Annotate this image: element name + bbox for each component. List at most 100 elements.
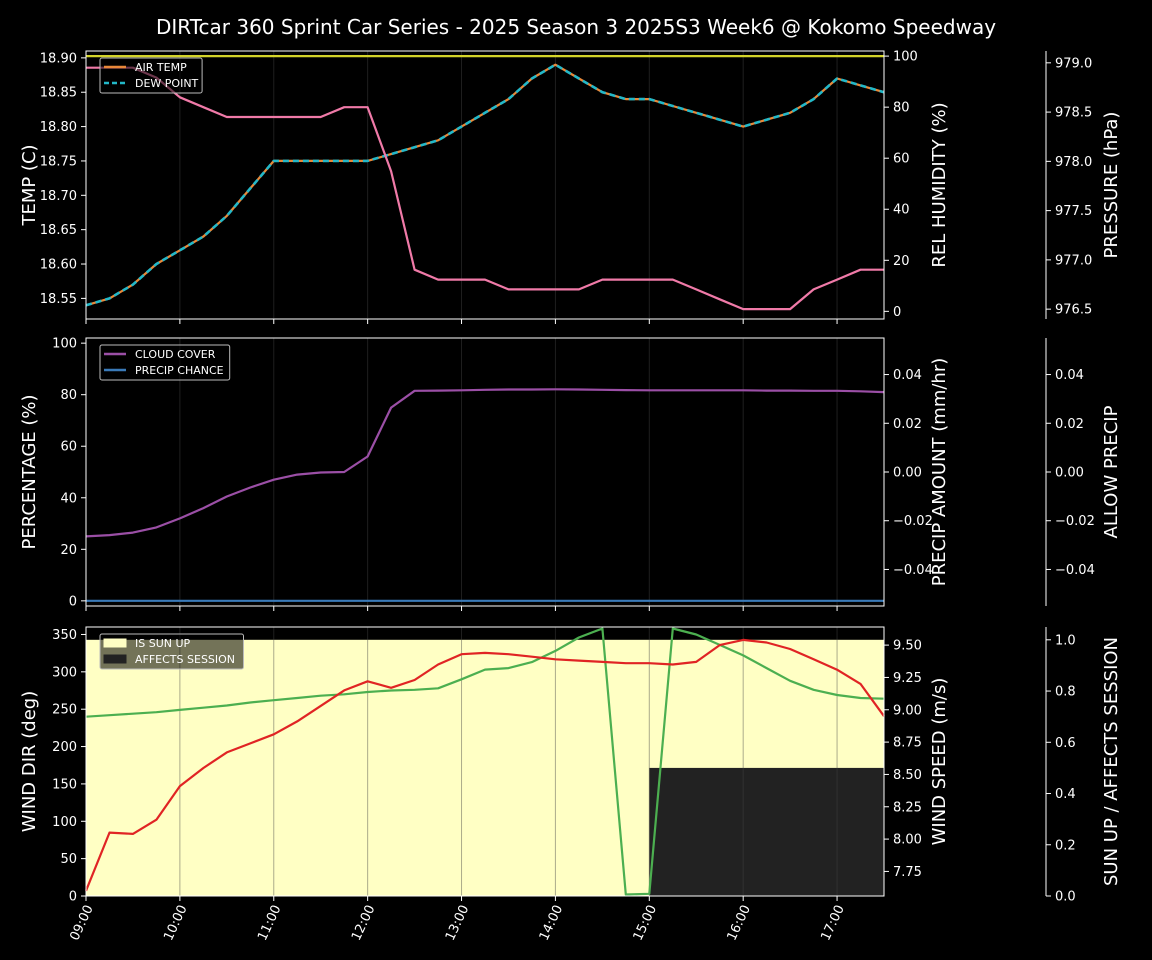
right-tick-label: 7.75: [893, 865, 922, 880]
wind-speed-series-line: [84, 638, 885, 892]
legend-label: IS SUN UP: [135, 637, 191, 650]
left-tick-label: 350: [52, 628, 77, 643]
x-tick-label: 12:00: [349, 903, 378, 943]
affects-session-band: [649, 767, 884, 896]
x-tick-label: 13:00: [443, 903, 472, 943]
right-tick-label: 8.00: [893, 833, 922, 848]
legend: AIR TEMP DEW POINT: [99, 57, 203, 94]
legend-label: CLOUD COVER: [135, 348, 216, 361]
far-tick-label: 0.02: [1055, 417, 1084, 432]
chart-panels: 18.55 18.60 18.65 18.70 18.75 18.80 18.85 18.90…: [19, 50, 1122, 944]
left-tick-label: 300: [52, 665, 77, 680]
legend: IS SUN UP AFFECTS SESSION: [99, 633, 244, 670]
far-tick-label: 0.0: [1055, 890, 1076, 905]
far-tick-label: 977.0: [1055, 253, 1092, 268]
right-tick-label: 8.25: [893, 800, 922, 815]
left-tick-label: 150: [52, 777, 77, 792]
x-tick-label: 15:00: [631, 903, 660, 943]
left-tick-label: 0: [69, 890, 77, 905]
right-tick-label: 60: [893, 152, 910, 167]
far-tick-label: 0.6: [1055, 736, 1076, 751]
wind-dir-series-line: [85, 627, 885, 896]
far-tick-label: 976.5: [1055, 303, 1092, 318]
panel-3: 0 50 100 150 200 250 300 350 7.75 8.00 8.25 8.50 8.7…: [19, 626, 1122, 905]
legend-swatch: [103, 654, 127, 664]
right-tick-label: 0: [893, 305, 901, 320]
legend-box: [99, 344, 231, 381]
far-tick-label: −0.02: [1055, 514, 1095, 529]
left-tick-label: 200: [52, 740, 77, 755]
right-tick-label: 9.00: [893, 703, 922, 718]
right-axis-label: PRECIP AMOUNT (mm/hr): [929, 358, 950, 587]
right-tick-label: 0.02: [893, 417, 922, 432]
x-axis-labels: 09:00 10:00 11:00 12:00 13:00 14:00 15:00 16:00…: [67, 903, 847, 943]
left-tick-label: 20: [60, 543, 77, 558]
legend-label: AFFECTS SESSION: [135, 653, 235, 666]
left-tick-label: 18.65: [40, 223, 77, 238]
left-tick-label: 250: [52, 703, 77, 718]
left-tick-label: 100: [52, 815, 77, 830]
right-tick-label: 100: [893, 50, 918, 65]
legend-label: DEW POINT: [135, 77, 199, 90]
left-axis-label: PERCENTAGE (%): [19, 394, 40, 549]
left-tick-label: 0: [69, 594, 77, 609]
right-tick-label: 0.04: [893, 368, 922, 383]
far-tick-label: 1.0: [1055, 633, 1076, 648]
right-tick-label: 9.25: [893, 671, 922, 686]
x-tick-label: 09:00: [67, 903, 96, 943]
right-axis-label: WIND SPEED (m/s): [929, 678, 950, 846]
right-tick-label: 9.50: [893, 639, 922, 654]
right-tick-label: 80: [893, 101, 910, 116]
far-axis-label: SUN UP / AFFECTS SESSION: [1101, 637, 1122, 886]
far-axis-label: ALLOW PRECIP: [1101, 405, 1122, 538]
left-tick-label: 100: [52, 337, 77, 352]
plot-frame: [85, 50, 885, 320]
left-tick-label: 18.85: [40, 86, 77, 101]
far-axis-label: PRESSURE (hPa): [1101, 112, 1122, 259]
legend-label: PRECIP CHANCE: [135, 364, 224, 377]
legend-label: AIR TEMP: [135, 61, 187, 74]
right-tick-label: −0.04: [893, 563, 933, 578]
right-tick-label: 20: [893, 254, 910, 269]
x-tick-label: 11:00: [255, 903, 284, 943]
far-tick-label: −0.04: [1055, 563, 1095, 578]
panel-2: 0 20 40 60 80 100 −0.04 −0.02 0.00 0.02 0.04 −0.04 −…: [19, 337, 1122, 611]
right-tick-label: 0.00: [893, 466, 922, 481]
x-tick-label: 14:00: [537, 903, 566, 943]
right-tick-label: 8.50: [893, 768, 922, 783]
legend-swatch: [103, 638, 127, 648]
right-tick-label: 40: [893, 203, 910, 218]
left-axis-label: TEMP (C): [19, 144, 40, 226]
right-axis-label: REL HUMIDITY (%): [929, 102, 950, 267]
far-axis-series-line: [86, 66, 884, 311]
left-tick-label: 18.70: [40, 189, 77, 204]
left-tick-label: 80: [60, 388, 77, 403]
left-axis-label: WIND DIR (deg): [19, 691, 40, 833]
far-tick-label: 0.04: [1055, 368, 1084, 383]
right-tick-label: −0.02: [893, 514, 933, 529]
far-tick-label: 0.2: [1055, 838, 1076, 853]
far-tick-label: 979.0: [1055, 56, 1092, 71]
far-tick-label: 978.5: [1055, 106, 1092, 121]
far-tick-label: 977.5: [1055, 204, 1092, 219]
legend-box: [99, 633, 244, 670]
plot-frame: [85, 626, 885, 897]
left-tick-label: 50: [60, 852, 77, 867]
left-tick-label: 60: [60, 440, 77, 455]
far-tick-label: 0.4: [1055, 787, 1076, 802]
left-tick-label: 18.55: [40, 292, 77, 307]
left-tick-label: 18.60: [40, 258, 77, 273]
right-tick-label: 8.75: [893, 736, 922, 751]
x-tick-label: 16:00: [725, 903, 754, 943]
left-tick-label: 40: [60, 491, 77, 506]
legend: CLOUD COVER PRECIP CHANCE: [99, 344, 231, 381]
left-tick-label: 18.80: [40, 120, 77, 135]
far-tick-label: 0.8: [1055, 685, 1076, 700]
plot-area: [86, 338, 884, 606]
x-tick-label: 17:00: [818, 903, 847, 943]
left-tick-label: 18.75: [40, 154, 77, 169]
cloud-cover-series-line: [85, 388, 885, 538]
dew-point-series-line: [85, 63, 885, 307]
plot-area: [86, 51, 884, 319]
